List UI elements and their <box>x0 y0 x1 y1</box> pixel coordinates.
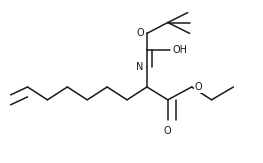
Text: O: O <box>164 126 172 136</box>
Text: N: N <box>135 62 143 72</box>
Text: OH: OH <box>173 45 188 55</box>
Text: O: O <box>136 28 144 38</box>
Text: O: O <box>195 82 202 92</box>
